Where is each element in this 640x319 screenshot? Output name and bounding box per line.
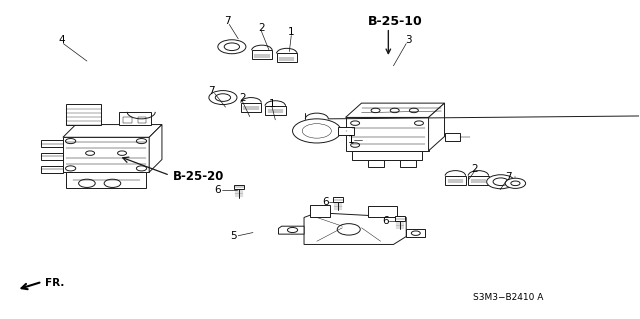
Polygon shape (468, 176, 488, 185)
Bar (400, 160, 416, 167)
Circle shape (302, 124, 332, 138)
Text: 6: 6 (214, 185, 221, 195)
Circle shape (351, 143, 360, 147)
Circle shape (486, 175, 515, 189)
Polygon shape (66, 104, 101, 124)
Circle shape (371, 108, 380, 113)
Circle shape (65, 138, 76, 144)
Text: 6: 6 (382, 216, 388, 226)
Text: S3M3−B2410 A: S3M3−B2410 A (473, 293, 543, 302)
Polygon shape (445, 176, 466, 185)
Bar (40, 166, 63, 173)
Polygon shape (346, 117, 429, 151)
Circle shape (415, 121, 424, 125)
Polygon shape (63, 137, 149, 172)
Polygon shape (265, 106, 285, 115)
Circle shape (412, 231, 420, 235)
Polygon shape (276, 53, 297, 62)
Bar (368, 160, 384, 167)
Text: 7: 7 (505, 172, 512, 182)
Text: 7: 7 (224, 16, 230, 26)
Circle shape (292, 119, 341, 143)
Bar (395, 216, 405, 221)
Polygon shape (346, 103, 445, 117)
Circle shape (86, 151, 95, 155)
Polygon shape (252, 50, 272, 59)
Circle shape (410, 108, 419, 113)
Polygon shape (304, 213, 406, 244)
Circle shape (390, 108, 399, 113)
Bar (445, 133, 461, 141)
Text: 1: 1 (288, 27, 294, 37)
Text: 1: 1 (348, 136, 354, 145)
Text: 3: 3 (405, 35, 412, 45)
Polygon shape (429, 103, 445, 151)
Text: 1: 1 (269, 99, 275, 109)
Text: 6: 6 (322, 197, 328, 207)
Circle shape (337, 224, 360, 235)
Circle shape (224, 43, 239, 50)
Polygon shape (406, 229, 426, 237)
Circle shape (209, 91, 237, 105)
Bar (338, 127, 354, 135)
Circle shape (493, 178, 508, 186)
Circle shape (351, 121, 360, 125)
Polygon shape (368, 206, 397, 218)
Circle shape (136, 138, 147, 144)
Circle shape (215, 94, 230, 101)
Bar (333, 197, 343, 202)
Circle shape (104, 179, 121, 188)
Circle shape (505, 178, 525, 189)
Text: 2: 2 (239, 93, 245, 103)
Circle shape (287, 227, 298, 233)
Text: B-25-20: B-25-20 (173, 170, 225, 183)
Circle shape (136, 166, 147, 171)
Text: 7: 7 (208, 86, 215, 96)
Text: 4: 4 (58, 35, 65, 45)
Circle shape (118, 151, 127, 155)
Polygon shape (278, 226, 304, 234)
Circle shape (79, 179, 95, 188)
Bar (40, 140, 63, 147)
Text: 2: 2 (471, 164, 478, 174)
Circle shape (511, 181, 520, 186)
Text: B-25-10: B-25-10 (368, 15, 423, 28)
Polygon shape (149, 124, 162, 172)
Circle shape (65, 166, 76, 171)
Bar (352, 151, 422, 160)
Polygon shape (63, 124, 162, 137)
Bar (119, 113, 151, 124)
Text: FR.: FR. (45, 278, 65, 288)
Bar (234, 185, 244, 189)
Bar (40, 153, 63, 160)
Polygon shape (310, 205, 330, 218)
Bar (138, 117, 147, 123)
Circle shape (218, 40, 246, 54)
Bar (124, 117, 132, 123)
Polygon shape (241, 103, 261, 112)
Polygon shape (66, 172, 146, 188)
Text: 5: 5 (230, 231, 237, 241)
Text: 2: 2 (258, 23, 264, 33)
